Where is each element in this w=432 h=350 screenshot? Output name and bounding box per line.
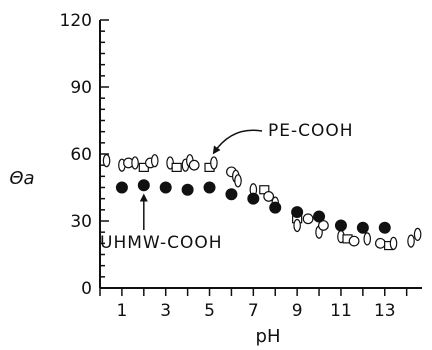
pe-cooh-point	[413, 227, 422, 241]
y-axis-title: Θa	[9, 168, 34, 189]
pe-cooh-point	[389, 236, 398, 250]
pe-cooh-point	[210, 156, 218, 170]
pe-cooh-point	[171, 162, 182, 172]
pe-cooh-point	[263, 191, 275, 202]
x-axis-title: pH	[256, 326, 281, 347]
uhmw-cooh-point	[115, 181, 128, 194]
uhmw-cooh-point	[247, 192, 260, 205]
annotation-arrow-pe-cooh	[212, 129, 263, 155]
y-tick-label: 30	[70, 212, 92, 232]
pe-cooh-point	[102, 154, 111, 168]
pe-cooh-point	[363, 232, 372, 246]
x-tick-label: 9	[292, 301, 303, 321]
annotation-uhmw-cooh: UHMW-COOH	[100, 233, 223, 253]
uhmw-cooh-point	[269, 201, 282, 214]
y-tick-label: 120	[60, 11, 92, 31]
pe-cooh-point	[348, 235, 360, 247]
x-tick-label: 5	[204, 301, 215, 321]
y-tick-label: 0	[81, 279, 92, 299]
pe-cooh-point	[150, 154, 159, 168]
pe-cooh-point	[407, 234, 415, 248]
pe-cooh-point	[293, 218, 301, 233]
uhmw-cooh-point	[159, 181, 172, 194]
x-tick-label: 7	[248, 301, 259, 321]
uhmw-cooh-point	[181, 183, 194, 196]
y-tick-label: 60	[70, 145, 92, 165]
uhmw-cooh-point	[356, 221, 369, 234]
uhmw-cooh-point	[291, 206, 304, 219]
uhmw-cooh-point	[334, 219, 347, 232]
annotation-pe-cooh: PE-COOH	[268, 121, 354, 141]
x-tick-label: 13	[374, 301, 396, 321]
pe-cooh-point	[188, 159, 200, 171]
x-tick-label: 11	[330, 301, 352, 321]
pe-cooh-point	[234, 174, 242, 188]
pe-cooh-point	[374, 237, 386, 249]
uhmw-cooh-point	[225, 188, 238, 201]
pe-cooh-point	[131, 156, 139, 170]
uhmw-cooh-point	[137, 179, 150, 192]
uhmw-cooh-point	[203, 181, 216, 194]
y-tick-label: 90	[70, 78, 92, 98]
x-tick-label: 1	[116, 301, 127, 321]
uhmw-cooh-point	[378, 221, 391, 234]
pe-cooh-point	[302, 213, 314, 225]
x-tick-label: 3	[160, 301, 171, 321]
uhmw-cooh-point	[313, 210, 326, 223]
pe-cooh-point	[318, 220, 329, 231]
